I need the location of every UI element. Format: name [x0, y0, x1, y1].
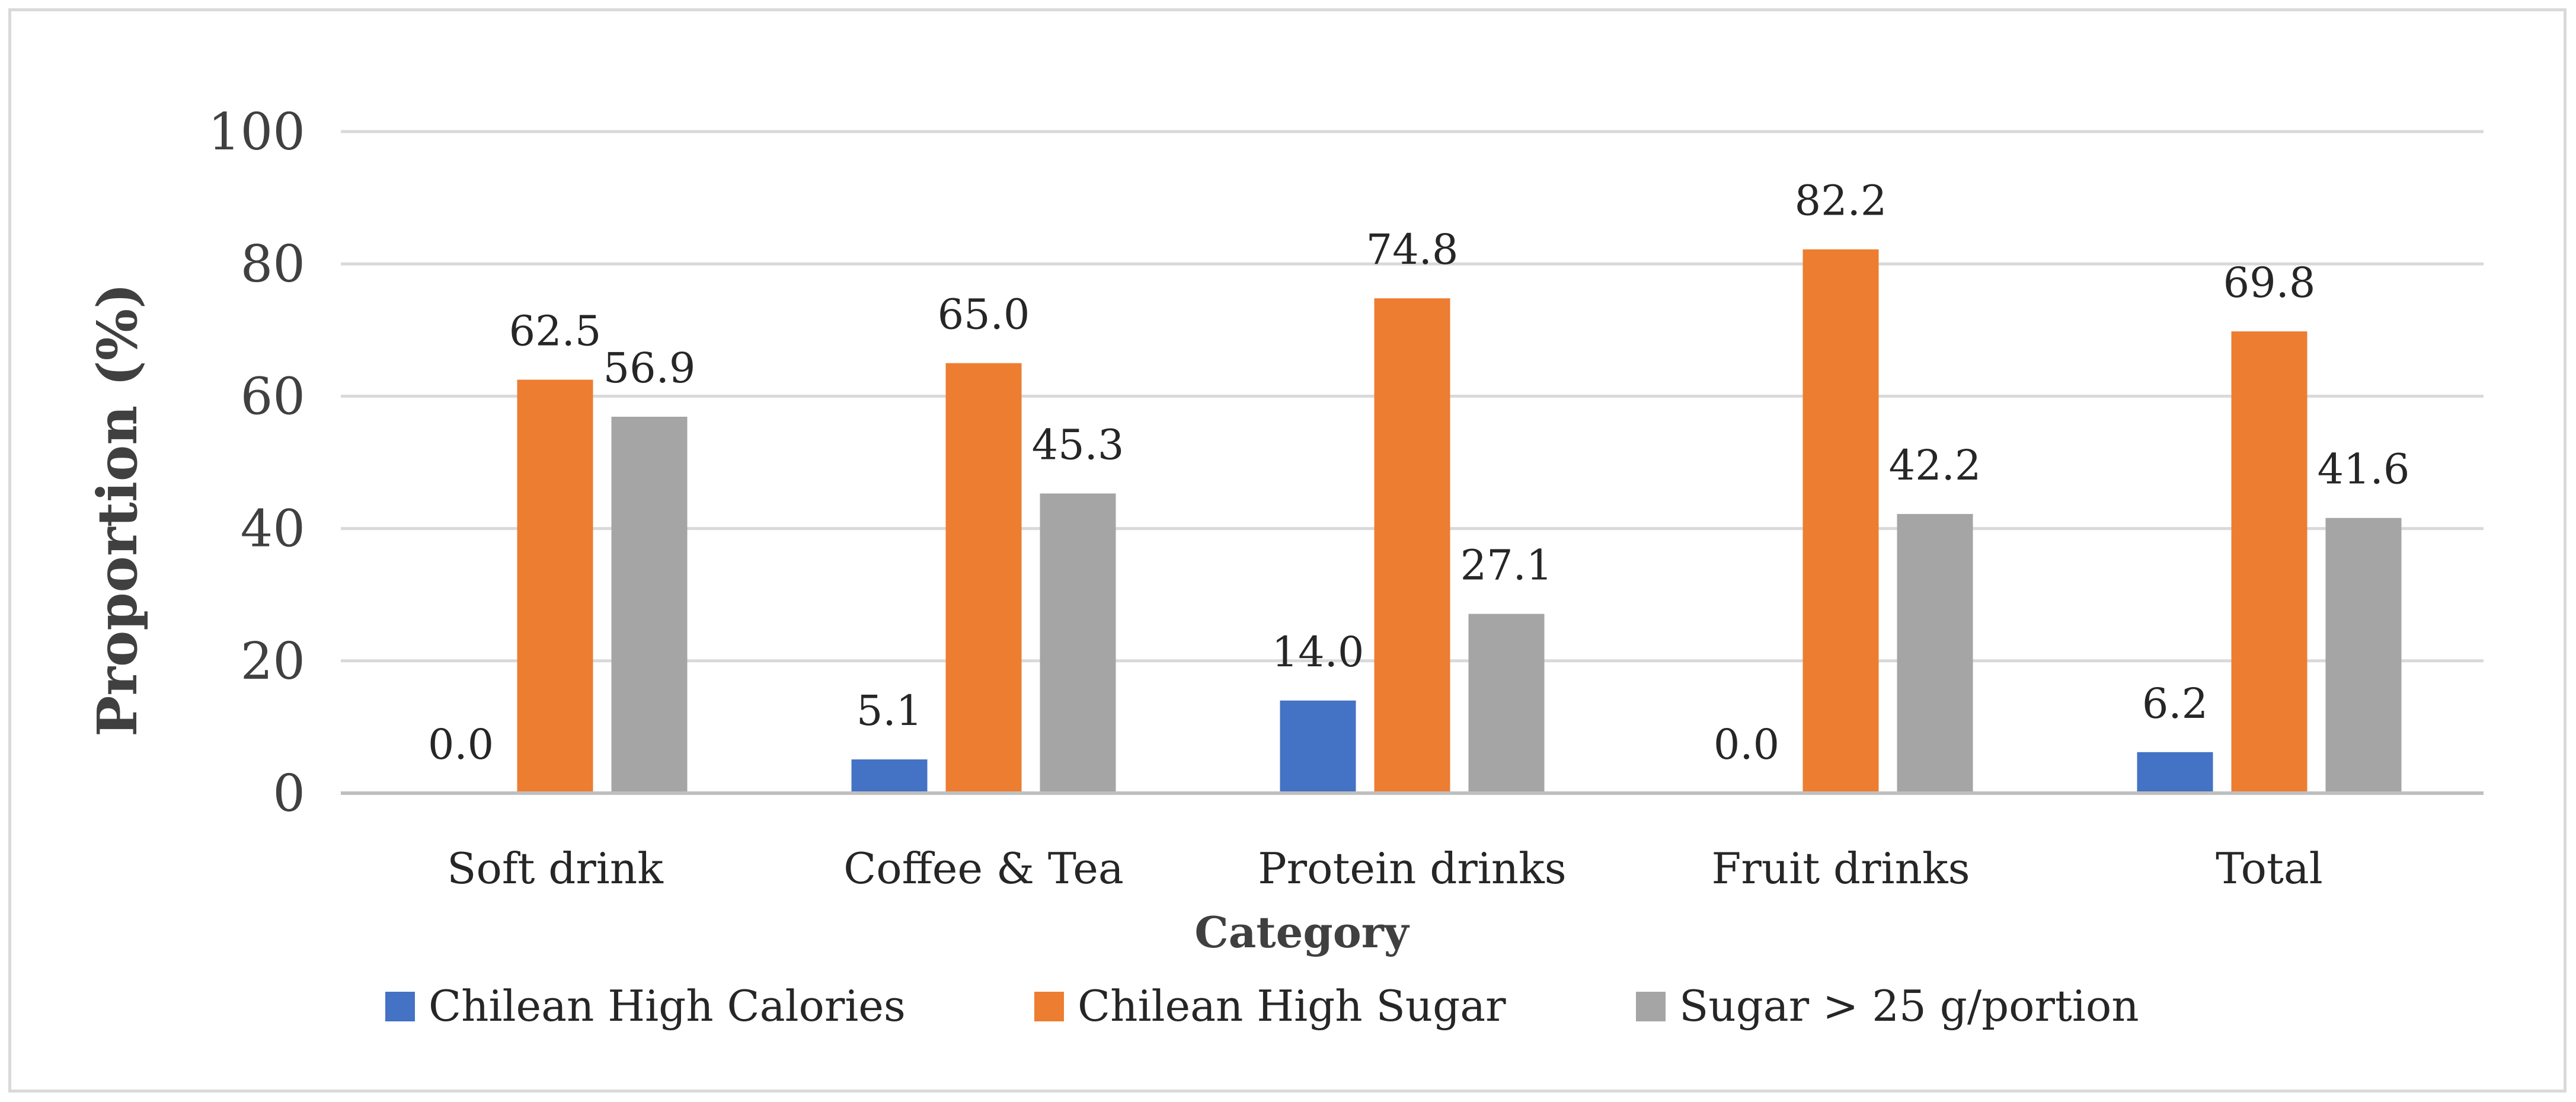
bar	[2231, 331, 2307, 793]
data-label: 56.9	[603, 344, 696, 392]
legend-swatch	[1034, 992, 1064, 1021]
y-tick-label: 60	[241, 367, 305, 426]
data-label: 74.8	[1366, 225, 1459, 274]
bar	[2137, 752, 2213, 793]
y-axis-ticks: 0 20 40 60 80 100	[208, 103, 305, 823]
data-label: 0.0	[428, 720, 494, 769]
data-label: 14.0	[1272, 628, 1364, 676]
bar	[611, 416, 688, 793]
bar	[2325, 518, 2402, 793]
bar	[517, 379, 593, 793]
data-label: 41.6	[2318, 445, 2410, 494]
data-label: 42.2	[1889, 441, 1981, 490]
data-label: 6.2	[2142, 679, 2208, 728]
bar	[1280, 700, 1356, 793]
y-tick-label: 0	[273, 764, 305, 823]
data-label: 0.0	[1714, 720, 1779, 769]
x-tick-label: Coffee & Tea	[843, 844, 1124, 893]
x-axis-title: Category	[1194, 907, 1410, 957]
legend-swatch	[385, 992, 415, 1021]
bar	[945, 363, 1022, 793]
bar	[1897, 514, 1973, 793]
bar	[1468, 614, 1545, 793]
bars	[517, 249, 2402, 793]
bar	[851, 759, 928, 793]
data-label: 5.1	[856, 686, 922, 735]
data-label: 82.2	[1795, 177, 1887, 225]
data-labels: 0.0 62.556.9 5.1 65.0 45.3 14.0 74.8 27.1 0.0 82.…	[428, 177, 2410, 769]
y-tick-label: 40	[241, 500, 305, 559]
x-tick-label: Fruit drinks	[1711, 844, 1970, 893]
legend-label: Sugar > 25 g/portion	[1679, 981, 2139, 1031]
data-label: 62.5	[509, 307, 602, 356]
legend: Chilean High Calories Chilean High Sugar S…	[385, 981, 2139, 1031]
data-label: 69.8	[2223, 258, 2316, 307]
x-tick-label: Soft drink	[447, 844, 664, 893]
bar	[1374, 298, 1450, 793]
legend-label: Chilean High Calories	[429, 981, 906, 1031]
data-label: 65.0	[938, 290, 1030, 339]
legend-swatch	[1636, 992, 1666, 1021]
data-label: 27.1	[1460, 541, 1553, 590]
x-tick-label: Total	[2216, 844, 2323, 893]
chart-frame	[8, 8, 2567, 1093]
data-label: 45.3	[1032, 420, 1124, 469]
y-tick-label: 20	[241, 632, 305, 691]
y-axis-title: Proportion (%)	[85, 283, 149, 736]
y-tick-label: 100	[208, 103, 305, 162]
x-axis-ticks: Soft drink Coffee & Tea Protein drinks Frui…	[447, 844, 2323, 893]
bar	[1802, 249, 1879, 793]
y-tick-label: 80	[241, 235, 305, 294]
x-tick-label: Protein drinks	[1258, 844, 1567, 893]
legend-label: Chilean High Sugar	[1078, 981, 1506, 1031]
bar	[1040, 493, 1116, 793]
